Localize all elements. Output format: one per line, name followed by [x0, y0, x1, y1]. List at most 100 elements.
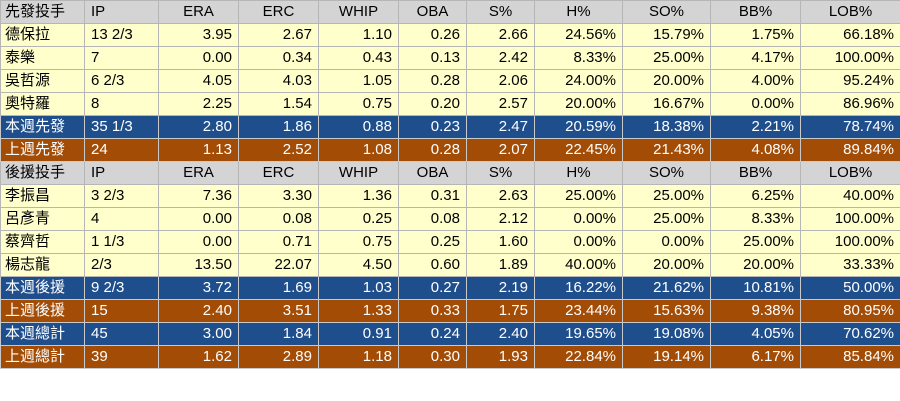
stat-cell: 19.65%: [534, 322, 623, 346]
stat-cell: 1.13: [158, 138, 239, 162]
stat-cell: 20.00%: [710, 253, 801, 277]
column-header: BB%: [710, 0, 801, 24]
stat-cell: 0.71: [238, 230, 319, 254]
stat-cell: 100.00%: [800, 46, 900, 70]
row-label: 蔡齊哲: [0, 230, 85, 254]
summary-row: 本週後援 9 2/3 3.72 1.69 1.03 0.27 2.19 16.22% 21.62…: [0, 276, 900, 300]
stat-cell: 2.47: [466, 115, 535, 139]
summary-row: 上週後援 15 2.40 3.51 1.33 0.33 1.75 23.44% 15.63% 9.…: [0, 299, 900, 323]
stat-cell: 25.00%: [622, 207, 711, 231]
stat-cell: 1.93: [466, 345, 535, 369]
stat-cell: 0.00%: [710, 92, 801, 116]
row-label: 泰樂: [0, 46, 85, 70]
stat-cell: 6.17%: [710, 345, 801, 369]
stat-cell: 2.52: [238, 138, 319, 162]
row-label: 德保拉: [0, 23, 85, 47]
stat-cell: 4: [84, 207, 159, 231]
stat-cell: 19.14%: [622, 345, 711, 369]
stat-cell: 1.60: [466, 230, 535, 254]
stat-cell: 2.40: [158, 299, 239, 323]
stat-cell: 0.00: [158, 230, 239, 254]
stat-cell: 21.43%: [622, 138, 711, 162]
stat-cell: 24.56%: [534, 23, 623, 47]
section-title: 後援投手: [0, 161, 85, 185]
stat-cell: 25.00%: [534, 184, 623, 208]
stat-cell: 0.31: [398, 184, 467, 208]
stat-cell: 13 2/3: [84, 23, 159, 47]
stat-cell: 0.75: [318, 230, 399, 254]
column-header: ERA: [158, 161, 239, 185]
stat-cell: 2.42: [466, 46, 535, 70]
stat-cell: 4.05%: [710, 322, 801, 346]
stat-cell: 100.00%: [800, 207, 900, 231]
stat-cell: 22.07: [238, 253, 319, 277]
stat-cell: 24: [84, 138, 159, 162]
stat-cell: 19.08%: [622, 322, 711, 346]
stat-cell: 3.72: [158, 276, 239, 300]
pitcher-row: 泰樂 7 0.00 0.34 0.43 0.13 2.42 8.33% 25.00% 4.17% 1…: [0, 46, 900, 70]
stat-cell: 3.30: [238, 184, 319, 208]
stat-cell: 8: [84, 92, 159, 116]
stat-cell: 0.27: [398, 276, 467, 300]
stat-cell: 0.00%: [534, 207, 623, 231]
row-label: 呂彥青: [0, 207, 85, 231]
pitcher-row: 楊志龍 2/3 13.50 22.07 4.50 0.60 1.89 40.00% 20.00%…: [0, 253, 900, 277]
stat-cell: 6 2/3: [84, 69, 159, 93]
stat-cell: 86.96%: [800, 92, 900, 116]
column-header: LOB%: [800, 161, 900, 185]
column-header: ERC: [238, 161, 319, 185]
stat-cell: 4.05: [158, 69, 239, 93]
stat-cell: 16.22%: [534, 276, 623, 300]
stat-cell: 15.79%: [622, 23, 711, 47]
stat-cell: 1.03: [318, 276, 399, 300]
stat-cell: 2.80: [158, 115, 239, 139]
stat-cell: 1.08: [318, 138, 399, 162]
pitcher-row: 吳哲源 6 2/3 4.05 4.03 1.05 0.28 2.06 24.00% 20.00%…: [0, 69, 900, 93]
stat-cell: 2.06: [466, 69, 535, 93]
stat-cell: 7: [84, 46, 159, 70]
stat-cell: 0.75: [318, 92, 399, 116]
column-header: SO%: [622, 161, 711, 185]
stat-cell: 3.00: [158, 322, 239, 346]
row-label: 本週先發: [0, 115, 85, 139]
stat-cell: 35 1/3: [84, 115, 159, 139]
row-label: 李振昌: [0, 184, 85, 208]
stat-cell: 0.24: [398, 322, 467, 346]
stat-cell: 2.40: [466, 322, 535, 346]
stat-cell: 23.44%: [534, 299, 623, 323]
stat-cell: 0.00%: [622, 230, 711, 254]
column-header: IP: [84, 161, 159, 185]
column-header: S%: [466, 161, 535, 185]
row-label: 吳哲源: [0, 69, 85, 93]
stat-cell: 21.62%: [622, 276, 711, 300]
stat-cell: 0.60: [398, 253, 467, 277]
column-header: OBA: [398, 161, 467, 185]
stat-cell: 1.84: [238, 322, 319, 346]
column-header: H%: [534, 161, 623, 185]
stat-cell: 6.25%: [710, 184, 801, 208]
stat-cell: 2.12: [466, 207, 535, 231]
stat-cell: 13.50: [158, 253, 239, 277]
stat-cell: 3 2/3: [84, 184, 159, 208]
stat-cell: 1.89: [466, 253, 535, 277]
stat-cell: 3.95: [158, 23, 239, 47]
stat-cell: 33.33%: [800, 253, 900, 277]
stat-cell: 85.84%: [800, 345, 900, 369]
summary-row: 上週總計 39 1.62 2.89 1.18 0.30 1.93 22.84% 19.14% 6.…: [0, 345, 900, 369]
stat-cell: 1.75%: [710, 23, 801, 47]
stat-cell: 2.66: [466, 23, 535, 47]
stat-cell: 1.54: [238, 92, 319, 116]
stat-cell: 0.43: [318, 46, 399, 70]
stat-cell: 0.00: [158, 46, 239, 70]
stat-cell: 0.30: [398, 345, 467, 369]
stat-cell: 2.07: [466, 138, 535, 162]
column-header: SO%: [622, 0, 711, 24]
stat-cell: 20.59%: [534, 115, 623, 139]
table-body: 先發投手 IP ERA ERC WHIP OBA S% H% SO% BB% LOB% 德保拉 13 2…: [0, 0, 900, 369]
column-header: BB%: [710, 161, 801, 185]
pitcher-row: 蔡齊哲 1 1/3 0.00 0.71 0.75 0.25 1.60 0.00% 0.00% 25…: [0, 230, 900, 254]
row-label: 本週後援: [0, 276, 85, 300]
pitching-stats-table: 先發投手 IP ERA ERC WHIP OBA S% H% SO% BB% LOB% 德保拉 13 2…: [0, 0, 900, 369]
stat-cell: 1.33: [318, 299, 399, 323]
stat-cell: 70.62%: [800, 322, 900, 346]
